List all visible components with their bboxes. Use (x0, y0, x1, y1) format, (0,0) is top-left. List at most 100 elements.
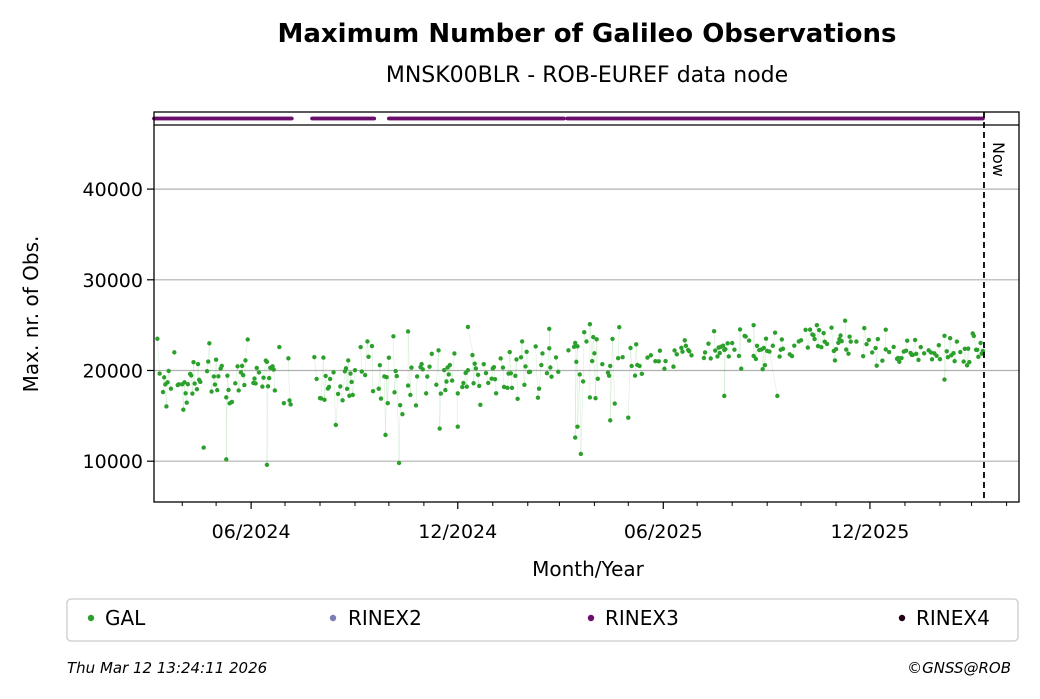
gal-connector (228, 389, 230, 404)
gal-point (266, 375, 272, 381)
gal-point (204, 368, 210, 374)
gal-point (645, 355, 650, 360)
gal-connector (593, 337, 595, 354)
gal-point (207, 341, 212, 346)
gal-point (190, 391, 195, 396)
footer-credit: ©GNSS@ROB (907, 659, 1011, 677)
gal-point (533, 344, 538, 349)
gal-point (359, 369, 364, 374)
gal-connector (521, 341, 525, 385)
gal-connector (266, 386, 269, 465)
gal-point (444, 379, 449, 384)
gal-point (653, 358, 658, 364)
gal-connector (238, 372, 242, 391)
gal-point (777, 354, 782, 359)
gal-connector (371, 346, 374, 392)
gal-point (746, 338, 752, 343)
gal-point (942, 377, 947, 382)
gal-point (829, 325, 834, 330)
y-tick-label-10000: 10000 (83, 451, 143, 473)
gal-point (442, 367, 447, 373)
gal-connector (876, 339, 879, 366)
gal-point (880, 358, 885, 363)
y-tick-label-40000: 40000 (83, 179, 143, 201)
gal-connector (595, 339, 597, 399)
gal-connector (816, 325, 819, 347)
gal-point (587, 395, 593, 400)
gal-point (720, 343, 726, 348)
gal-connector (938, 345, 941, 360)
gal-point (405, 383, 411, 388)
gal-point (862, 325, 867, 331)
gal-point (184, 400, 189, 405)
gal-point (455, 424, 460, 429)
gal-point (242, 382, 247, 388)
gal-point (701, 355, 707, 361)
gal-point (392, 390, 397, 395)
gal-point (408, 392, 413, 398)
gal-point (365, 339, 370, 344)
gal-point (571, 344, 577, 349)
plot-frame (153, 111, 1020, 503)
gal-point (639, 371, 645, 377)
gal-connector (634, 344, 637, 376)
gal-point (509, 385, 515, 391)
gal-connector (516, 359, 518, 399)
gal-point (873, 345, 878, 351)
gal-connector (947, 338, 951, 358)
gal-connector (245, 339, 248, 361)
gal-point (682, 338, 687, 343)
gal-connector (467, 326, 480, 386)
gal-connector (577, 374, 580, 427)
gal-point (897, 359, 902, 365)
gal-point (352, 368, 358, 373)
gal-connector (817, 330, 820, 347)
gal-connector (862, 328, 865, 357)
gal-point (864, 341, 869, 347)
gal-point (962, 346, 967, 351)
gal-point (671, 364, 676, 369)
gal-point (254, 365, 259, 371)
gal-point (612, 401, 617, 406)
gal-connector (610, 338, 613, 421)
gal-point (663, 358, 668, 364)
gal-point (717, 350, 722, 356)
gal-connector (472, 355, 474, 384)
gal-point (400, 412, 405, 417)
gal-connector (769, 351, 778, 396)
gal-point (233, 381, 238, 386)
gal-point (672, 348, 677, 353)
gal-point (437, 426, 442, 431)
gal-point (934, 353, 939, 359)
gal-point (842, 318, 848, 323)
gal-point (271, 367, 276, 372)
gal-point (839, 339, 844, 344)
gal-point (628, 345, 633, 351)
gal-connector (596, 339, 598, 379)
gal-point (362, 372, 368, 378)
gal-connector (157, 338, 160, 374)
gal-connector (546, 348, 550, 374)
gal-connector (396, 376, 400, 464)
gal-connector (628, 347, 631, 418)
gal-connector (244, 360, 246, 386)
gal-point (610, 336, 615, 342)
gal-point (575, 344, 580, 349)
legend-marker-rinex2 (329, 614, 337, 622)
gal-point (854, 339, 859, 344)
gal-point (366, 354, 371, 360)
legend-marker-rinex4 (898, 614, 906, 622)
gal-connector (509, 352, 512, 374)
gal-point (239, 363, 245, 369)
grid (154, 188, 1019, 462)
gal-point (914, 351, 919, 356)
gal-connector (333, 372, 337, 425)
legend-label-rinex4: RINEX4 (916, 606, 990, 630)
chart-title: Maximum Number of Galileo Observations (277, 19, 896, 49)
gal-point (573, 435, 578, 440)
gal-point (779, 337, 785, 342)
gal-connector (352, 370, 356, 395)
gal-series (155, 318, 986, 468)
gal-connector (708, 343, 711, 359)
gal-point (322, 397, 327, 403)
